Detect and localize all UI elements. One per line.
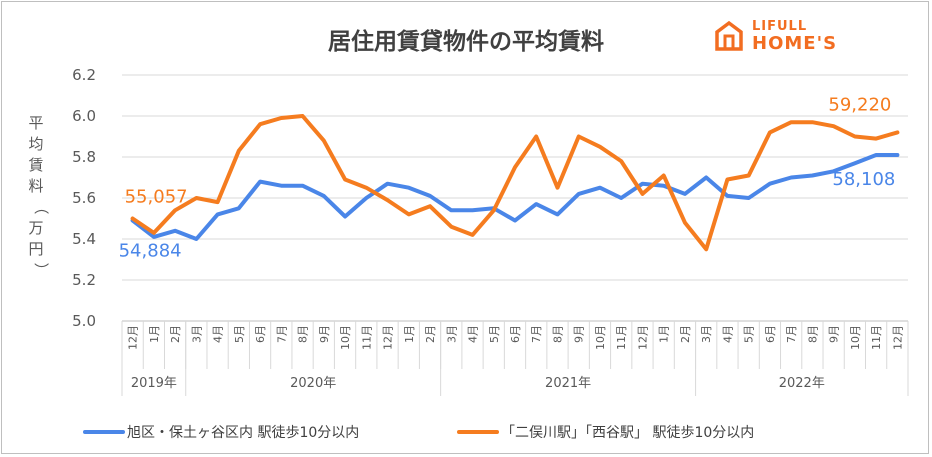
x-tick-label: 3月 [190,325,203,343]
x-tick-label: 8月 [297,325,310,343]
x-tick-label: 5月 [233,325,246,343]
legend-label: 「二俣川駅」「西谷駅」 駅徒歩10分以内 [501,425,754,441]
x-tick-label: 1月 [148,325,161,343]
series-lines [130,114,900,252]
y-tick-label: 5.4 [72,230,96,248]
data-annotation: 55,057 [125,187,188,208]
y-axis-label-char: 料 [28,177,43,195]
x-tick-label: 7月 [530,325,543,343]
house-icon [715,20,743,51]
y-tick-label: 5.0 [72,312,96,330]
gridlines [122,74,908,322]
x-axis: 12月 1月 2月 3月 4月 5月 6月 7月 8月 9月 10月 11月 12月 1月 2月 3月 4月 5月… [121,321,909,396]
y-axis-label-char: 均 [28,135,43,153]
x-tick-label: 2月 [169,325,182,343]
x-tick-label: 9月 [573,325,586,343]
x-tick-label: 12月 [891,325,904,350]
x-tick-label: 7月 [785,325,798,343]
x-tick-label: 2月 [679,325,692,343]
y-tick-label: 5.8 [72,148,96,166]
x-tick-label: 2月 [424,325,437,343]
x-tick-label: 8月 [551,325,564,343]
year-label: 2020年 [290,376,336,391]
y-axis-label-char: 平 [28,114,43,132]
x-tick-label: 11月 [870,325,883,350]
y-tick-label: 6.0 [72,107,96,125]
y-axis-label-char: （ [32,199,50,214]
x-tick-label: 9月 [828,325,841,343]
x-tick-label: 1月 [403,325,416,343]
x-tick-label: 3月 [700,325,713,343]
y-tick-label: 5.6 [72,189,96,207]
y-axis-ticks: 5.0 5.2 5.4 5.6 5.8 6.0 6.2 [72,66,96,330]
x-tick-label: 10月 [849,325,862,350]
y-axis-label-char: ） [32,262,50,277]
data-annotation: 58,108 [832,169,895,190]
x-tick-label: 8月 [806,325,819,343]
x-tick-label: 5月 [488,325,501,343]
x-tick-label: 6月 [509,325,522,343]
x-tick-label: 10月 [339,325,352,350]
series-line-1 [130,153,900,241]
y-tick-label: 6.2 [72,66,96,84]
x-tick-label: 12月 [127,325,140,350]
y-axis-label-char: 円 [28,240,43,258]
data-annotations: 55,057 54,884 59,220 58,108 [119,94,896,261]
series-line-2 [130,114,900,252]
y-tick-label: 5.2 [72,271,96,289]
x-tick-label: 1月 [658,325,671,343]
data-annotation: 54,884 [119,241,182,262]
data-annotation: 59,220 [828,94,891,115]
x-tick-label: 12月 [382,325,395,350]
x-tick-label: 11月 [615,325,628,350]
x-tick-label: 3月 [445,325,458,343]
year-label: 2019年 [131,376,177,391]
x-tick-label: 11月 [360,325,373,350]
y-axis-label: 平均賃料 （ 万円 ） [28,114,50,278]
x-tick-label: 4月 [721,325,734,343]
x-tick-label: 9月 [318,325,331,343]
chart-title: 居住用賃貸物件の平均賃料 [328,29,604,55]
x-tick-label: 4月 [467,325,480,343]
x-tick-label: 6月 [764,325,777,343]
x-tick-label: 6月 [254,325,267,343]
x-tick-label: 10月 [594,325,607,350]
x-tick-label: 12月 [636,325,649,350]
year-label: 2022年 [779,376,825,391]
logo-text-homes: HOME'S [752,33,838,54]
x-tick-label: 5月 [743,325,756,343]
y-axis-label-char: 賃 [28,156,43,174]
lifull-homes-logo: LIFULL HOME'S [714,18,864,58]
x-tick-label: 7月 [275,325,288,343]
y-axis-label-char: 万 [28,219,43,237]
x-tick-label: 4月 [212,325,225,343]
legend: 旭区・保土ヶ谷区内 駅徒歩10分以内 「二俣川駅」「西谷駅」 駅徒歩10分以内 [83,425,754,441]
logo-text-lifull: LIFULL [752,19,808,34]
legend-label: 旭区・保土ヶ谷区内 駅徒歩10分以内 [127,425,359,441]
year-label: 2021年 [545,376,591,391]
